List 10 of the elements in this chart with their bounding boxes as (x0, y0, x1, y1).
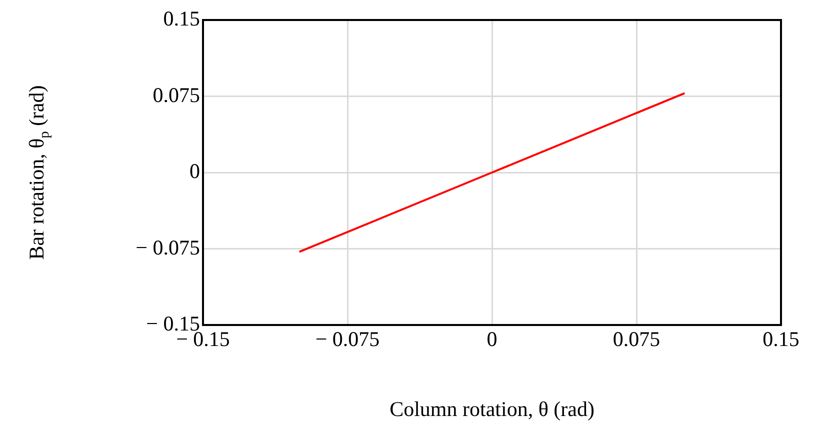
x-tick-label: − 0.075 (315, 327, 380, 352)
y-tick-label: − 0.075 (136, 235, 200, 260)
y-tick-label: 0 (190, 159, 200, 184)
y-axis-title: Bar rotation, θp (rad) (24, 85, 53, 260)
x-tick-label: 0 (486, 327, 498, 352)
x-tick-label: 0.15 (762, 327, 800, 352)
y-tick-label: 0.075 (152, 82, 200, 107)
x-axis-title: Column rotation, θ (rad) (390, 396, 594, 421)
y-tick-label: 0.15 (163, 6, 200, 31)
x-tick-label: 0.075 (612, 327, 660, 352)
